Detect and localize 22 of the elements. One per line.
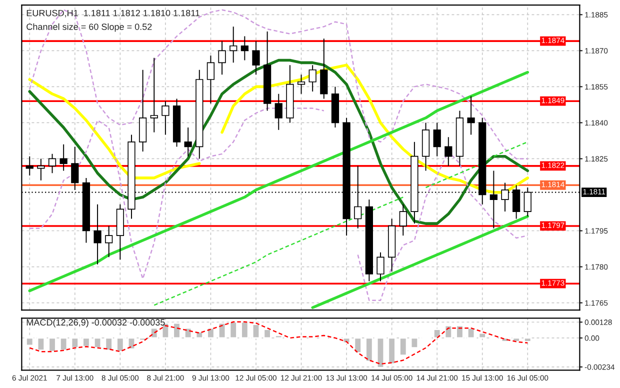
candlestick (105, 225, 113, 258)
candlestick (297, 74, 306, 94)
line-series (28, 70, 530, 292)
candlestick (433, 122, 441, 157)
candlestick (274, 93, 282, 130)
bar (376, 337, 385, 368)
chart-title: EURUSD,H1 1.1811 1.1812 1.1810 1.1811 (26, 10, 200, 18)
candlestick (230, 26, 238, 64)
candlestick (490, 170, 498, 229)
candlestick (252, 40, 260, 76)
candlestick (444, 136, 452, 166)
candlestick (308, 64, 316, 92)
candlestick (218, 40, 226, 76)
candlestick (376, 252, 384, 282)
candlestick (206, 54, 215, 104)
candlestick (467, 96, 475, 136)
candlestick (399, 204, 407, 236)
text: Channel size = 60 Slope = 0.52 (26, 23, 152, 32)
chart-title: MACD(12,26,9) -0.00032 -0.00035 (26, 318, 165, 328)
candlestick (240, 36, 248, 61)
line-series (311, 214, 530, 309)
candlestick (94, 204, 102, 265)
